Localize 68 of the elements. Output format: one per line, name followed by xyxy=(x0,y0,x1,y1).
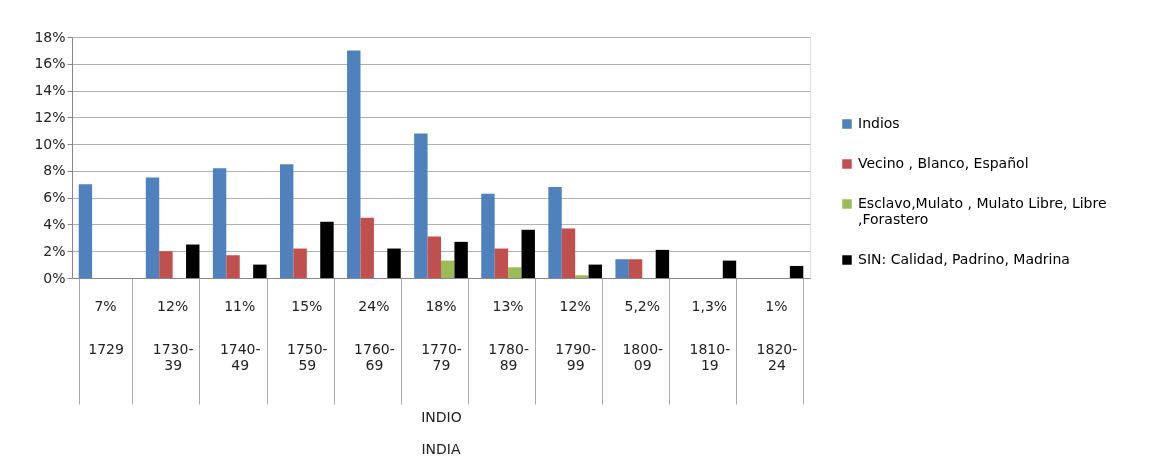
bar xyxy=(548,186,562,278)
y-tick-label: 6% xyxy=(43,189,66,206)
x-tick-label: 1730-39 xyxy=(152,340,194,373)
x-tick-label: 1780-89 xyxy=(488,340,529,373)
text: 12% xyxy=(559,298,591,314)
text: 7% xyxy=(94,298,117,314)
x-tick-label: 1790-99 xyxy=(555,340,597,373)
text: 13% xyxy=(492,298,524,314)
bar xyxy=(789,265,804,278)
y-tick-label: 8% xyxy=(43,162,66,179)
legend-label: Vecino , Blanco, Español xyxy=(858,155,1029,171)
text: 18% xyxy=(425,298,457,314)
legend-label: SIN: Calidad, Padrino, Madrina xyxy=(858,251,1070,267)
x-tick-label: 1729 xyxy=(88,340,124,357)
x-tick-label: 1740-49 xyxy=(219,340,261,373)
bar xyxy=(293,248,307,278)
legend-label: Esclavo,Mulato , Mulato Libre, Libre ,Forastero xyxy=(858,195,1107,227)
bar xyxy=(347,50,361,278)
bar xyxy=(320,221,334,278)
y-tick-label: 16% xyxy=(34,55,66,72)
bar xyxy=(481,193,495,278)
bar xyxy=(575,275,589,278)
y-tick-label: 14% xyxy=(34,82,66,99)
y-tick-label: 0% xyxy=(43,269,66,286)
bar xyxy=(508,267,522,278)
bar xyxy=(360,217,374,278)
bar xyxy=(253,264,267,278)
bar xyxy=(722,260,737,278)
text: 12% xyxy=(157,298,189,314)
text: 24% xyxy=(358,298,390,314)
text: 5,2% xyxy=(624,298,661,314)
text: 11% xyxy=(224,298,256,314)
bar xyxy=(186,244,200,278)
y-tick-label: 2% xyxy=(43,242,66,259)
bar xyxy=(145,177,160,278)
legend-label: Indios xyxy=(858,115,900,131)
bar xyxy=(78,184,93,278)
y-tick-label: 10% xyxy=(34,135,66,152)
bar xyxy=(454,241,468,278)
bar xyxy=(441,260,455,278)
bar xyxy=(561,228,576,278)
text: 15% xyxy=(291,298,323,314)
y-tick-label: 18% xyxy=(34,28,66,45)
text: 1% xyxy=(765,298,788,314)
bar xyxy=(226,255,240,278)
text: INDIA xyxy=(421,441,461,457)
bar xyxy=(655,249,670,278)
bar xyxy=(159,251,173,278)
bar xyxy=(628,259,643,278)
bar xyxy=(494,248,509,278)
x-tick-label: 1810-19 xyxy=(689,340,731,373)
bar xyxy=(279,164,294,278)
bar xyxy=(212,168,227,278)
bar xyxy=(414,133,428,278)
x-tick-label: 1770-79 xyxy=(421,340,462,373)
bar xyxy=(588,264,603,278)
bar xyxy=(521,229,535,278)
x-tick-label: 1760-69 xyxy=(354,340,395,373)
x-tick-label: 1800-09 xyxy=(622,340,664,373)
bar xyxy=(387,248,401,278)
x-tick-label: 1750-59 xyxy=(286,340,328,373)
bar xyxy=(615,259,629,278)
bar xyxy=(427,236,441,278)
x-axis-title: INDIO xyxy=(421,409,462,425)
y-tick-label: 4% xyxy=(43,215,66,232)
text: 1,3% xyxy=(691,298,728,314)
y-tick-label: 12% xyxy=(34,108,66,125)
x-tick-label: 1820-24 xyxy=(756,340,798,373)
